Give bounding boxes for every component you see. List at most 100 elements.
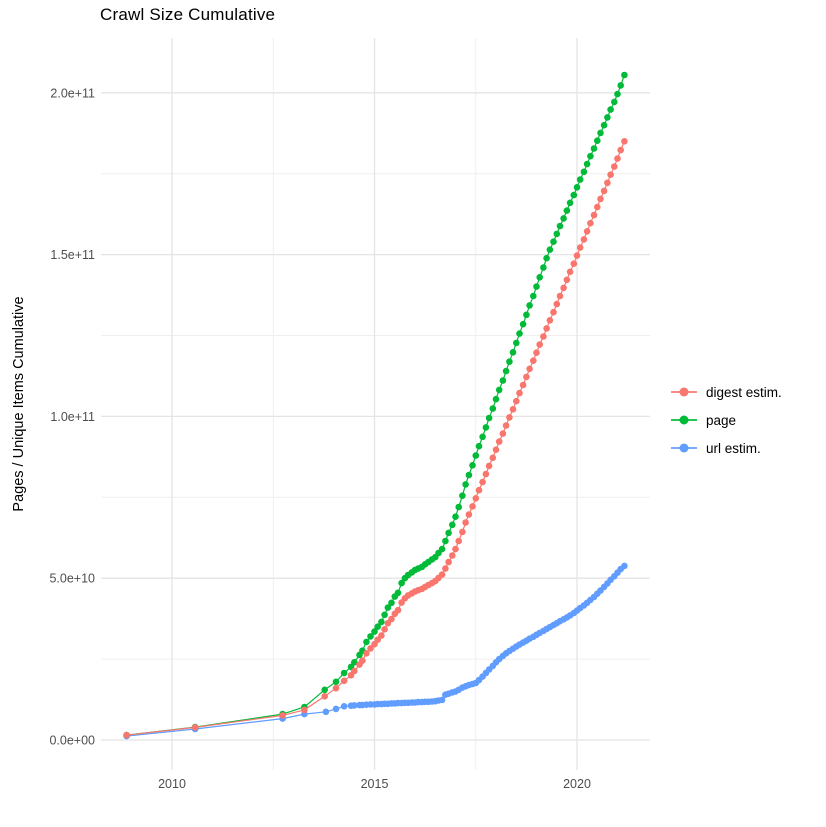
legend-item-digest-estim: digest estim. xyxy=(671,378,782,406)
data-point xyxy=(495,438,503,445)
data-point xyxy=(587,152,594,160)
data-point xyxy=(614,155,621,162)
data-point xyxy=(322,708,330,716)
data-point xyxy=(469,462,476,469)
data-point xyxy=(540,333,547,340)
data-point xyxy=(351,659,358,666)
data-point xyxy=(438,571,446,578)
data-point xyxy=(600,121,608,129)
data-point xyxy=(523,311,530,319)
x-tick-label: 2020 xyxy=(563,777,591,791)
data-point xyxy=(452,545,459,553)
data-point xyxy=(566,268,574,276)
data-point xyxy=(472,452,480,459)
y-tick-label: 0.0e+00 xyxy=(49,734,95,748)
data-point xyxy=(442,565,449,572)
legend-point-icon xyxy=(679,415,689,425)
y-tick-label: 1.5e+11 xyxy=(50,248,95,262)
data-point xyxy=(597,129,604,137)
data-point xyxy=(489,454,497,462)
data-point xyxy=(332,678,340,686)
data-point xyxy=(611,98,618,106)
data-point xyxy=(519,381,527,389)
legend: digest estim. page url estim. xyxy=(671,378,782,462)
legend-item-url-estim: url estim. xyxy=(671,434,782,462)
data-point xyxy=(583,160,591,168)
data-point xyxy=(550,308,557,316)
data-point xyxy=(533,283,540,290)
data-point xyxy=(449,521,456,529)
data-point xyxy=(482,470,490,478)
data-point xyxy=(123,731,130,739)
data-point xyxy=(570,191,578,199)
data-point xyxy=(513,339,520,347)
data-point xyxy=(378,618,385,626)
data-point xyxy=(563,276,571,284)
data-point xyxy=(560,215,567,222)
data-point xyxy=(600,187,608,195)
data-point xyxy=(533,349,540,357)
data-point xyxy=(340,703,348,710)
data-point xyxy=(516,330,523,337)
data-point xyxy=(550,238,557,245)
data-point xyxy=(556,222,564,230)
data-point xyxy=(371,628,378,635)
data-point xyxy=(479,433,486,441)
data-point xyxy=(475,486,483,494)
data-point xyxy=(442,537,449,545)
data-point xyxy=(475,442,483,450)
data-point xyxy=(576,176,584,183)
legend-label: digest estim. xyxy=(706,384,782,400)
data-point xyxy=(394,589,402,597)
series-line-url-estim- xyxy=(126,565,625,737)
data-point xyxy=(594,203,601,211)
data-point xyxy=(374,623,382,630)
data-point xyxy=(590,145,598,152)
data-point xyxy=(465,511,473,518)
data-point xyxy=(378,632,385,639)
data-point xyxy=(449,552,456,559)
data-point xyxy=(617,82,624,89)
data-point xyxy=(570,260,578,268)
data-point xyxy=(485,414,493,422)
data-point xyxy=(459,528,466,536)
data-point xyxy=(536,341,543,348)
data-point xyxy=(536,274,543,281)
x-tick-label: 2015 xyxy=(361,777,389,791)
data-point xyxy=(499,430,507,437)
data-point xyxy=(492,446,500,454)
legend-item-page: page xyxy=(671,406,782,434)
data-point xyxy=(594,137,601,144)
data-point xyxy=(485,462,493,470)
data-point xyxy=(479,478,486,486)
data-point xyxy=(455,537,463,545)
data-point xyxy=(321,693,329,700)
data-point xyxy=(516,389,523,397)
data-point xyxy=(321,686,329,694)
data-point xyxy=(495,386,503,394)
data-point xyxy=(590,211,598,219)
data-point xyxy=(563,207,571,214)
data-point xyxy=(604,179,611,187)
y-tick-label: 5.0e+10 xyxy=(49,572,95,586)
data-point xyxy=(381,626,388,633)
data-point xyxy=(489,405,497,412)
data-point xyxy=(388,615,395,623)
data-point xyxy=(506,414,513,421)
data-point xyxy=(340,669,348,677)
data-point xyxy=(546,246,554,253)
data-point xyxy=(540,264,547,271)
data-point xyxy=(492,395,500,403)
data-point xyxy=(502,367,510,375)
legend-label: page xyxy=(706,412,737,428)
data-point xyxy=(502,422,510,429)
data-point xyxy=(384,604,392,611)
legend-key-digest xyxy=(671,385,697,399)
data-point xyxy=(509,406,517,413)
data-point xyxy=(363,638,370,646)
data-point xyxy=(617,146,624,154)
data-point xyxy=(556,292,564,300)
data-point xyxy=(546,317,554,324)
legend-label: url estim. xyxy=(706,440,761,456)
data-point xyxy=(530,357,537,365)
